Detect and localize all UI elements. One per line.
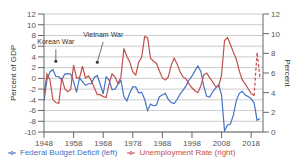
- html-text:Unemployment Rate (right): Unemployment Rate (right): [139, 148, 236, 157]
- svg-text:1958: 1958: [65, 139, 83, 148]
- svg-text:2018: 2018: [242, 139, 260, 148]
- svg-text:-10: -10: [24, 128, 36, 137]
- svg-text:Vietnam War: Vietnam War: [83, 31, 124, 38]
- svg-text:8: 8: [32, 31, 37, 40]
- svg-text:-2: -2: [29, 85, 37, 94]
- svg-text:10: 10: [27, 21, 36, 30]
- svg-text:-4: -4: [29, 96, 37, 105]
- svg-text:Percent of GDP: Percent of GDP: [9, 45, 18, 101]
- svg-text:12: 12: [27, 10, 36, 19]
- svg-text:6: 6: [271, 69, 276, 78]
- svg-text:1948: 1948: [35, 139, 53, 148]
- svg-text:8: 8: [271, 49, 276, 58]
- svg-text:10: 10: [271, 30, 280, 39]
- svg-text:4: 4: [271, 89, 276, 98]
- svg-text:12: 12: [271, 10, 280, 19]
- svg-text:1988: 1988: [153, 139, 171, 148]
- svg-text:Korean War: Korean War: [37, 38, 75, 45]
- svg-text:1968: 1968: [94, 139, 112, 148]
- svg-text:-6: -6: [29, 106, 37, 115]
- svg-text:0: 0: [32, 74, 37, 83]
- svg-text:2: 2: [271, 108, 276, 117]
- svg-text:-8: -8: [29, 117, 37, 126]
- svg-text:2: 2: [32, 63, 37, 72]
- svg-text:Percent: Percent: [283, 59, 292, 87]
- svg-text:4: 4: [32, 53, 37, 62]
- svg-text:1998: 1998: [183, 139, 201, 148]
- svg-text:0: 0: [271, 128, 276, 137]
- html-text:Federal Budget Deficit (left): Federal Budget Deficit (left): [20, 148, 118, 157]
- svg-text:1978: 1978: [124, 139, 142, 148]
- svg-text:2008: 2008: [213, 139, 231, 148]
- svg-text:6: 6: [32, 42, 37, 51]
